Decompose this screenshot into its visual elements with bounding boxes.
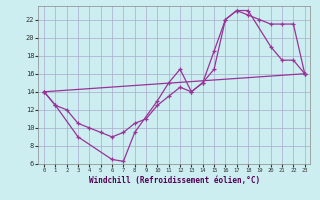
X-axis label: Windchill (Refroidissement éolien,°C): Windchill (Refroidissement éolien,°C) <box>89 176 260 185</box>
